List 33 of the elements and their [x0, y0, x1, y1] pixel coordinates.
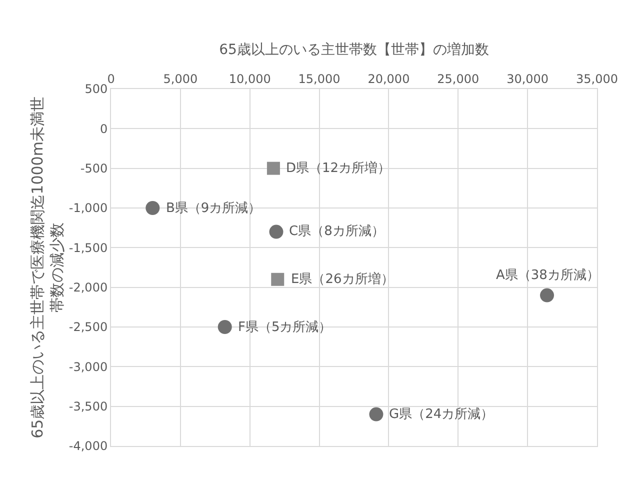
annotation: B県（9カ所減）: [166, 201, 262, 216]
y-tick-label: -3,000: [68, 360, 108, 374]
y-tick-label: 0: [100, 122, 108, 136]
x-axis-title: 65歳以上のいる主世帯数【世帯】の増加数: [219, 40, 489, 58]
y-tick-label: -1,500: [68, 240, 108, 255]
point: [269, 224, 284, 239]
annotation: E県（26カ所増）: [291, 271, 394, 287]
y-tick-label: -2,000: [68, 280, 108, 295]
point: [146, 201, 160, 215]
y-tick-label: -500: [80, 162, 108, 176]
annotation: D県（12カ所増）: [286, 160, 391, 176]
point: [266, 162, 280, 175]
x-tick-label: 5,000: [163, 72, 198, 86]
x-tick-label: 15,000: [298, 72, 340, 86]
y-tick-label: -4,000: [68, 439, 108, 454]
y-axis-title: 65歳以上のいる主世帯で医療機関迄1000m未満世帯数の減少数: [28, 96, 66, 438]
annotation: C県（8カ所減）: [289, 224, 384, 239]
y-tick-label: 500: [84, 82, 108, 96]
y-tick-label: -3,500: [68, 400, 108, 414]
annotation: A県（38カ所減）: [496, 268, 600, 283]
point: [369, 407, 384, 422]
x-tick-label: 20,000: [368, 72, 410, 86]
point: [218, 320, 232, 334]
x-tick-label: 25,000: [437, 72, 480, 86]
x-tick-label: 35,000: [576, 72, 618, 86]
annotation: F県（5カ所減）: [238, 320, 332, 335]
point: [271, 272, 284, 286]
y-tick-label: -2,500: [68, 320, 108, 334]
x-tick-label: 10,000: [228, 72, 271, 86]
annotation: G県（24カ所減）: [389, 407, 494, 422]
x-tick-label: 30,000: [506, 72, 549, 86]
point: [540, 288, 554, 302]
y-tick-label: -1,000: [68, 201, 108, 216]
